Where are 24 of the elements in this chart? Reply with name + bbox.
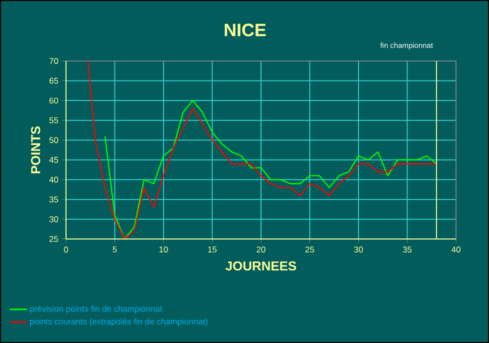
x-axis-title: JOURNEES: [226, 261, 296, 271]
y-axis-title: POINTS: [31, 126, 40, 174]
x-tick-label: 40: [451, 246, 460, 253]
y-tick-label: 60: [50, 98, 58, 104]
y-tick-label: 65: [50, 78, 58, 84]
y-tick-label: 70: [50, 58, 58, 64]
x-tick-label: 5: [112, 246, 117, 252]
x-tick-label: 35: [402, 246, 412, 253]
y-tick-label: 55: [49, 117, 58, 124]
legend-label: prévision points fin de championnat: [30, 305, 162, 314]
x-tick-label: 20: [256, 246, 266, 253]
y-tick-label: 30: [49, 216, 58, 222]
x-tick-label: 15: [208, 246, 217, 252]
y-tick-label: 35: [49, 196, 58, 202]
y-tick-label: 25: [49, 236, 58, 242]
y-tick-label: 45: [49, 156, 58, 163]
x-tick-label: 0: [64, 246, 68, 253]
y-tick-label: 50: [49, 137, 58, 144]
legend-label: points courants (extrapolés fin de championnat): [30, 318, 208, 326]
y-tick-label: 40: [49, 176, 58, 183]
x-tick-label: 25: [305, 246, 314, 253]
x-tick-label: 10: [159, 246, 168, 253]
chart-title: NICE: [224, 24, 266, 36]
x-tick-label: 30: [354, 246, 363, 253]
